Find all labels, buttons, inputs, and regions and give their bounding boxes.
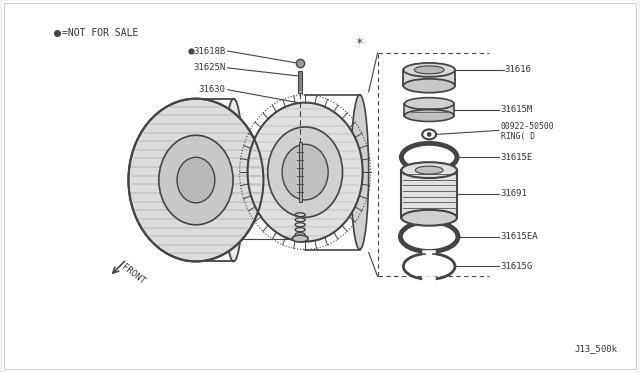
Text: FRONT: FRONT (120, 263, 147, 286)
Text: 31616: 31616 (504, 65, 531, 74)
Circle shape (427, 132, 431, 137)
Text: 31615G: 31615G (500, 262, 533, 271)
Ellipse shape (414, 66, 444, 74)
Text: 31691: 31691 (500, 189, 527, 198)
Text: 31618: 31618 (199, 163, 226, 171)
Ellipse shape (401, 162, 457, 178)
Ellipse shape (248, 103, 363, 241)
Text: 31639: 31639 (199, 234, 226, 243)
Text: 31630: 31630 (199, 85, 226, 94)
Ellipse shape (403, 79, 455, 93)
Ellipse shape (401, 210, 457, 226)
Text: 31621P: 31621P (193, 209, 226, 218)
Bar (298, 71, 302, 93)
Text: 31618B: 31618B (193, 46, 226, 55)
Text: 31615EA: 31615EA (500, 232, 538, 241)
Ellipse shape (224, 99, 244, 262)
Ellipse shape (282, 144, 328, 200)
Ellipse shape (177, 157, 215, 203)
Polygon shape (403, 70, 455, 86)
Text: RING( D: RING( D (500, 132, 535, 141)
Text: *: * (355, 36, 362, 49)
Ellipse shape (268, 127, 342, 217)
Ellipse shape (404, 110, 454, 122)
Text: =NOT FOR SALE: =NOT FOR SALE (62, 28, 138, 38)
Polygon shape (404, 104, 454, 116)
Ellipse shape (129, 99, 264, 262)
Text: 31615M: 31615M (500, 105, 533, 114)
Ellipse shape (292, 235, 308, 242)
Text: 31625N: 31625N (193, 63, 226, 73)
Ellipse shape (404, 98, 454, 110)
Text: 31615E: 31615E (500, 153, 533, 162)
Text: 00922-50500: 00922-50500 (500, 122, 554, 131)
Text: J13_500k: J13_500k (575, 344, 618, 353)
Ellipse shape (415, 166, 443, 174)
Ellipse shape (351, 95, 369, 250)
Ellipse shape (159, 135, 233, 225)
Bar (299, 142, 301, 202)
Polygon shape (401, 170, 457, 218)
Ellipse shape (403, 63, 455, 77)
